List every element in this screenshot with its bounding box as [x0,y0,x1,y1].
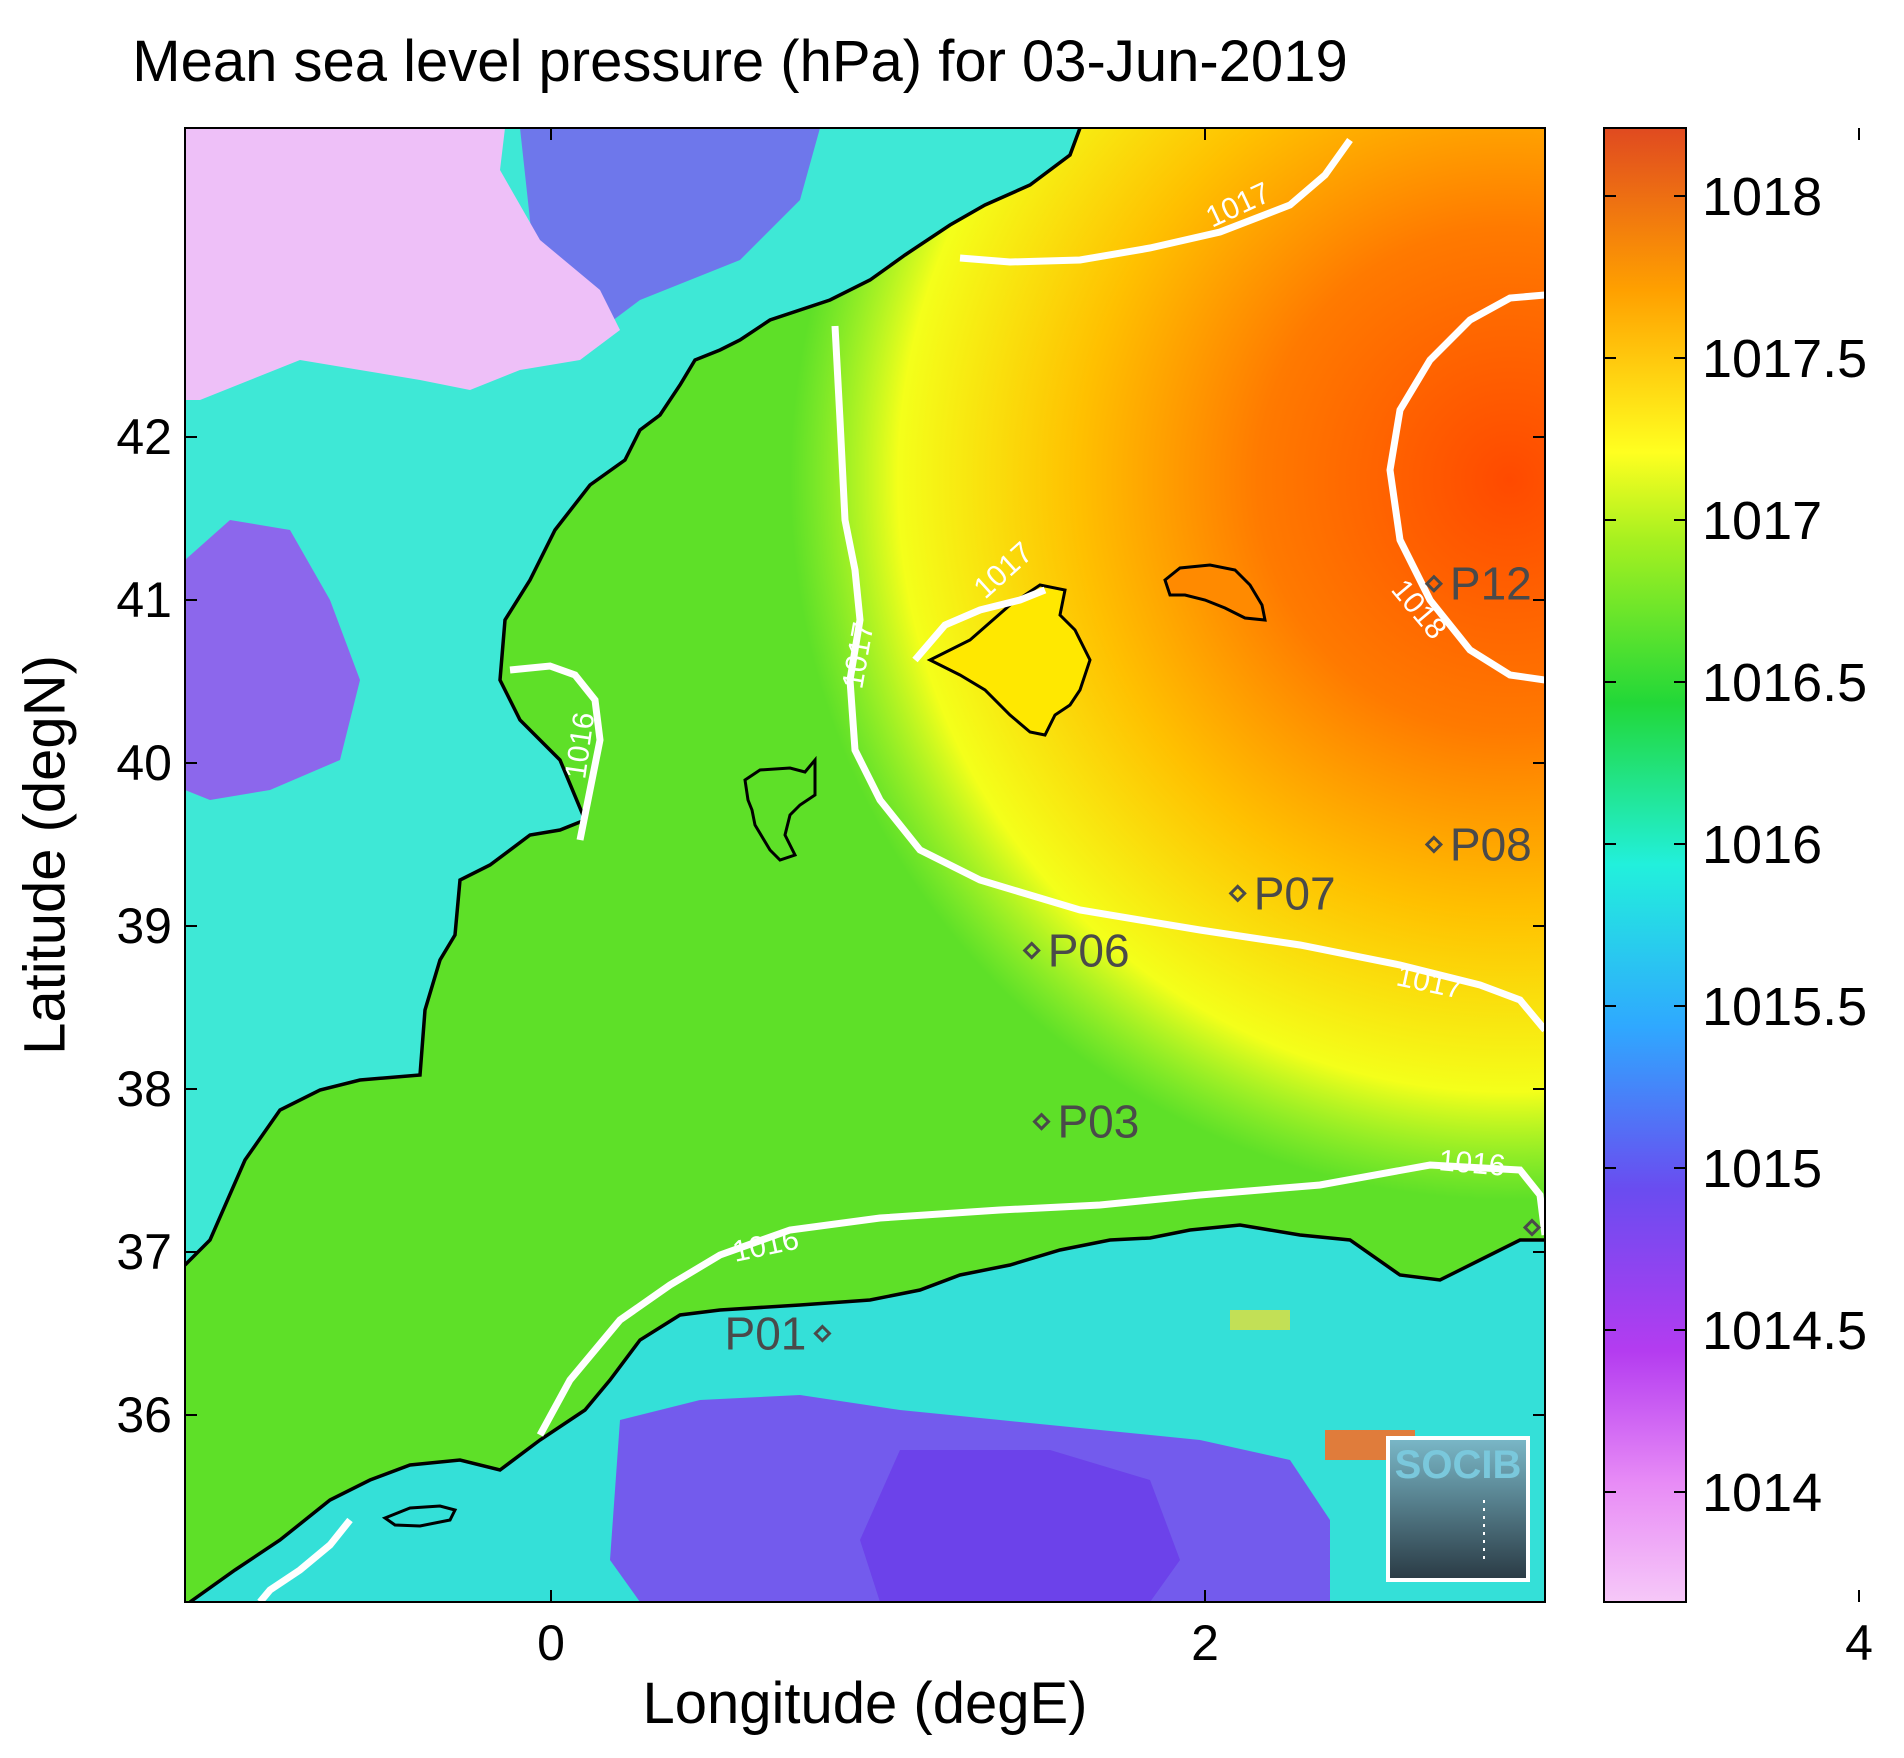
colorbar-ticks: 1014 1014.5 1015 1015.5 1016 1016.5 1017 1017.5… [1604,167,1867,1523]
ibiza-island [743,755,817,862]
y-tick-label: 42 [116,409,172,465]
station-p01: P01 [725,1308,832,1360]
station-p08: P08 [1424,819,1532,871]
socib-logo: SOCIB [1386,1436,1530,1582]
station-label: P01 [725,1308,807,1360]
pressure-map: 1017 1017 1017 1017 1018 1016 1016 1016 … [185,128,1801,1602]
station-label: P03 [1058,1096,1140,1148]
station-p12: P12 [1424,558,1532,610]
station-label: P07 [1254,867,1336,919]
africa-yellow-spot [1230,1310,1290,1330]
y-tick-label: 41 [116,572,172,628]
iberia-land [185,128,1080,1265]
isobar-label-1016-east: 1016 [1437,1144,1506,1183]
station-label: P06 [1048,924,1130,976]
station-label: P08 [1450,819,1532,871]
iberia-interior-purple [185,520,360,800]
x-tick-label: 0 [537,1615,565,1671]
colorbar-tick-label: 1015.5 [1702,977,1867,1037]
station-marker-icon [1032,1112,1051,1131]
colorbar-tick-label: 1014 [1702,1463,1822,1523]
station-p06: P06 [1022,924,1130,976]
isobar-1016-south [536,1161,1545,1437]
station-p02: P02 [1522,1218,1542,1237]
station-marker-icon [1522,1218,1542,1237]
y-tick-label: 36 [116,1387,172,1443]
x-axis-label: Longitude (degE) [642,1671,1088,1736]
isobar-1016-southwest [257,1517,353,1602]
colorbar-tick-label: 1016.5 [1702,653,1867,713]
station-marker-icon [1022,941,1041,960]
colorbar-tick-label: 1016 [1702,815,1822,875]
colorbar-tick-label: 1015 [1702,1139,1822,1199]
colorbar-tick-label: 1014.5 [1702,1301,1867,1361]
y-tick-label: 40 [116,735,172,791]
station-label: P12 [1450,558,1532,610]
colorbar-tick-label: 1017 [1702,491,1822,551]
map-axis-ticks: -2024636373839404142 [116,128,1873,1671]
colorbar-bar [1603,127,1687,1603]
coastline [185,128,1082,1267]
y-tick-label: 39 [116,898,172,954]
x-tick-label: 4 [1845,1615,1873,1671]
y-axis-label: Latitude (degN) [12,655,78,1055]
isobar-1018 [1386,291,1545,684]
menorca-island [1163,563,1267,622]
x-tick-label: 2 [1191,1615,1219,1671]
isobars [257,137,1545,1602]
station-marker-icon [1721,772,1735,786]
station-marker-icon [1787,756,1801,770]
colorbar-tick-label: 1017.5 [1702,329,1867,389]
socib-logo-text: SOCIB [1395,1443,1522,1487]
atlas-violet-core [860,1450,1180,1602]
y-tick-label: 38 [116,1061,172,1117]
isobar-1017-north [959,137,1353,266]
station-marker-icon [1228,884,1247,903]
station-p07: P07 [1228,867,1336,919]
map-frame [184,127,1546,1603]
station-markers: P01P02P03P04P05P06P07P08P09P10P11P12 [725,558,1801,1360]
mallorca-island [926,583,1092,737]
chart-title: Mean sea level pressure (hPa) for 03-Jun… [132,29,1348,94]
isobar-1017-main [831,325,1545,1033]
alboran-island [381,1504,458,1528]
meseta-pink [185,128,620,400]
socib-logo-box [1386,1436,1530,1582]
colorbar-tick-label: 1018 [1702,167,1822,227]
station-p03: P03 [1032,1096,1140,1148]
y-tick-label: 37 [116,1224,172,1280]
isobar-1017-mallorca [912,586,1047,663]
isobar-1016-iberia [509,662,604,841]
station-marker-icon [1424,835,1444,854]
station-marker-icon [813,1324,832,1343]
african-coastline [188,1223,1545,1602]
station-marker-icon [1424,574,1444,593]
